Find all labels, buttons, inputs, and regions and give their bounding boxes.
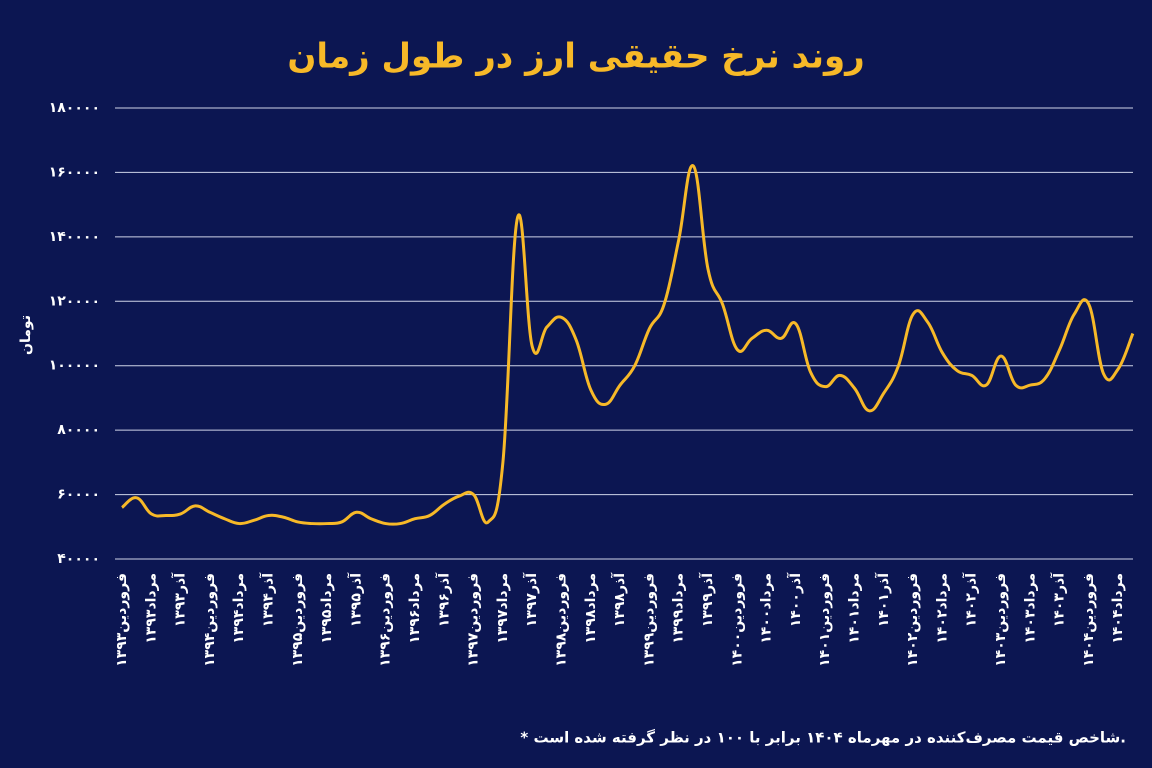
y-tick-label: ۸۰۰۰۰ [57, 422, 100, 438]
x-tick-label: آذر۱۴۰۰ [786, 572, 804, 627]
x-tick-label: مرداد۱۴۰۱ [847, 573, 863, 644]
x-tick-label: مرداد۱۳۹۳ [143, 573, 159, 644]
x-tick-label: مرداد۱۳۹۴ [231, 573, 247, 644]
x-tick-label: فروردین۱۴۰۱ [817, 573, 833, 667]
x-tick-label: فروردین۱۴۰۲ [905, 573, 921, 667]
y-tick-label: ۱۴۰۰۰۰ [49, 229, 100, 245]
x-tick-label: مرداد۱۳۹۹ [671, 573, 687, 644]
x-tick-label: فروردین۱۳۹۶ [378, 573, 394, 667]
x-tick-label: آذر۱۳۹۴ [259, 572, 277, 627]
x-tick-label: فروردین۱۳۹۹ [641, 573, 657, 667]
data-line [121, 164, 1135, 526]
x-tick-label: آذر۱۳۹۹ [698, 572, 716, 627]
x-tick-label: مرداد۱۳۹۷ [495, 573, 511, 644]
y-tick-label: ۱۸۰۰۰۰ [49, 100, 100, 116]
y-tick-label: ۱۰۰۰۰۰ [49, 358, 100, 374]
x-tick-label: آذر۱۳۹۶ [434, 572, 452, 627]
x-tick-label: مرداد۱۳۹۵ [319, 573, 335, 644]
x-tick-label: فروردین۱۳۹۳ [114, 573, 130, 667]
y-tick-label: ۱۶۰۰۰۰ [49, 164, 100, 180]
chart-title: روند نرخ حقیقی ارز در طول زمان [287, 37, 864, 77]
x-tick-label: آذر۱۴۰۱ [874, 572, 892, 627]
x-tick-label: آذر۱۳۹۳ [171, 572, 189, 627]
x-tick-label: فروردین۱۴۰۴ [1081, 573, 1097, 667]
x-tick-label: فروردین۱۴۰۳ [993, 573, 1009, 667]
x-tick-label: آذر۱۴۰۲ [962, 572, 980, 627]
x-tick-label: فروردین۱۳۹۸ [554, 573, 570, 667]
x-tick-label: مرداد۱۴۰۲ [934, 573, 950, 644]
x-tick-label: آذر۱۳۹۷ [522, 572, 540, 627]
x-tick-label: آذر۱۳۹۸ [610, 572, 628, 627]
x-tick-label: آذر۱۳۹۵ [346, 572, 364, 627]
footnote: * شاخص قیمت مصرف‌کننده در مهرماه ۱۴۰۴ بر… [520, 729, 1126, 747]
x-tick-label: مرداد۱۳۹۸ [583, 573, 599, 644]
y-tick-label: ۶۰۰۰۰ [57, 487, 100, 503]
x-tick-label: مرداد۱۳۹۶ [407, 573, 423, 644]
y-axis-label: تومان [18, 315, 34, 355]
x-tick-label: آذر۱۴۰۳ [1050, 572, 1068, 627]
x-tick-label: فروردین۱۳۹۴ [202, 573, 218, 667]
x-tick-label: مرداد۱۴۰۳ [1022, 573, 1038, 644]
x-tick-label: فروردین۱۴۰۰ [729, 573, 745, 667]
x-tick-label: مرداد۱۴۰۴ [1110, 573, 1126, 644]
y-tick-label: ۴۰۰۰۰ [57, 551, 100, 567]
x-tick-label: مرداد۱۴۰۰ [759, 573, 775, 644]
y-tick-label: ۱۲۰۰۰۰ [49, 293, 100, 309]
x-tick-label: فروردین۱۳۹۵ [290, 573, 306, 667]
x-tick-label: فروردین۱۳۹۷ [466, 573, 482, 667]
